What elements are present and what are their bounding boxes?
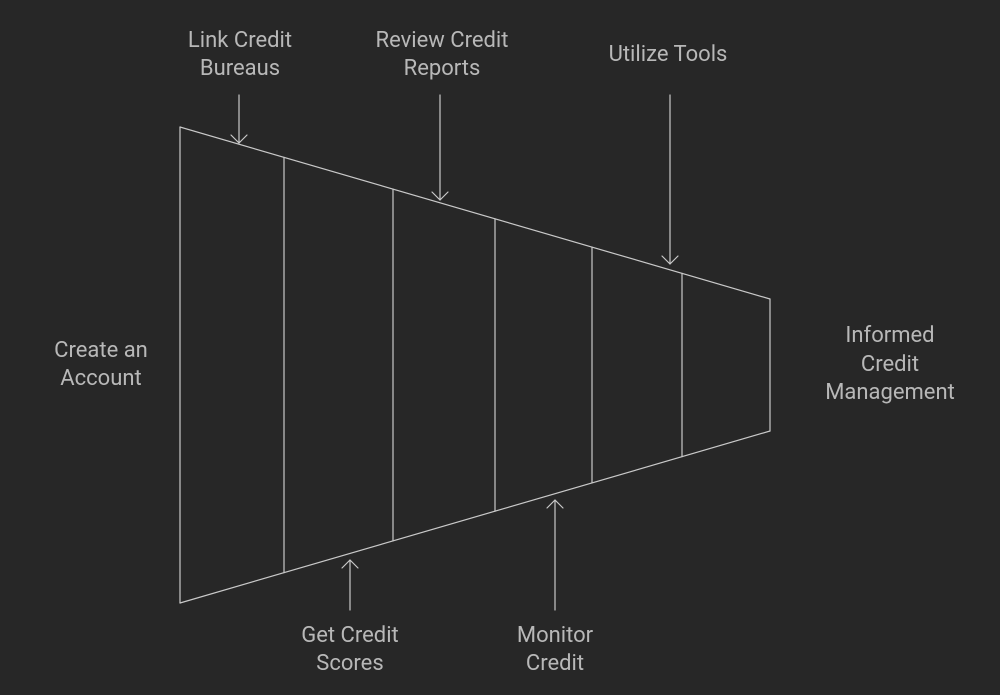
label-top-3: Utilize Tools xyxy=(568,41,768,70)
label-bottom-2: Monitor Credit xyxy=(455,622,655,679)
funnel-diagram: Create an Account Informed Credit Managem… xyxy=(0,0,1000,695)
label-right: Informed Credit Management xyxy=(785,322,995,408)
label-top-1: Link Credit Bureaus xyxy=(140,27,340,84)
label-left: Create an Account xyxy=(16,337,186,394)
label-top-2: Review Credit Reports xyxy=(332,27,552,84)
label-bottom-1: Get Credit Scores xyxy=(250,622,450,679)
